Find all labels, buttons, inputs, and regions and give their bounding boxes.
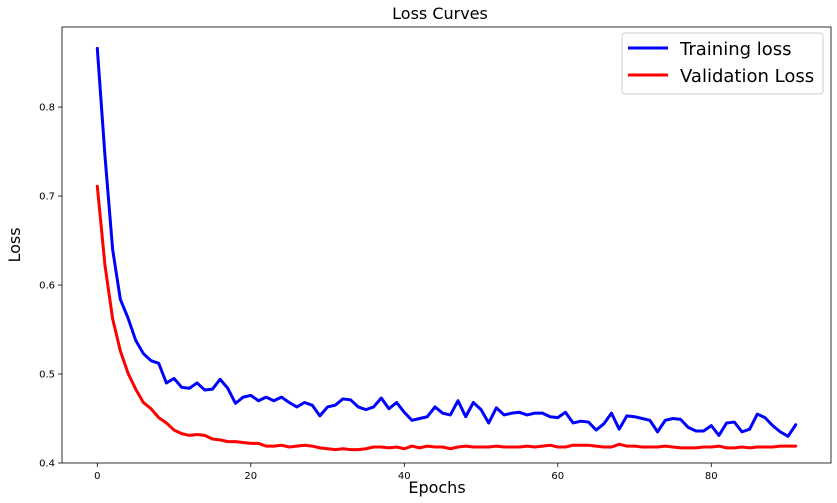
x-tick-label: 40 [398,471,411,482]
y-axis-label: Loss [5,227,24,262]
plot-area [62,27,831,463]
y-tick-label: 0.7 [39,192,55,203]
plot-frame [61,26,832,464]
x-tick-label: 60 [551,471,564,482]
legend-label-validation: Validation Loss [680,66,814,87]
y-tick-label: 0.8 [39,103,55,114]
y-axis-ticks: 0.4 0.5 0.6 0.7 0.8 [39,103,62,470]
x-tick-label: 0 [94,471,100,482]
x-axis-ticks: 0 20 40 60 80 [94,463,718,482]
y-tick-label: 0.5 [39,370,55,381]
x-tick-label: 80 [705,471,718,482]
x-tick-label: 20 [244,471,257,482]
series-line-validation [95,184,798,452]
series-layer [95,46,798,452]
legend-label-training: Training loss [679,39,792,60]
series-line-training [95,46,798,438]
x-axis-label: Epochs [408,478,465,497]
legend-box [621,32,824,95]
legend: Training loss Validation Loss [621,32,824,95]
y-tick-label: 0.4 [39,459,55,470]
chart-title: Loss Curves [392,4,488,23]
y-tick-label: 0.6 [39,281,55,292]
